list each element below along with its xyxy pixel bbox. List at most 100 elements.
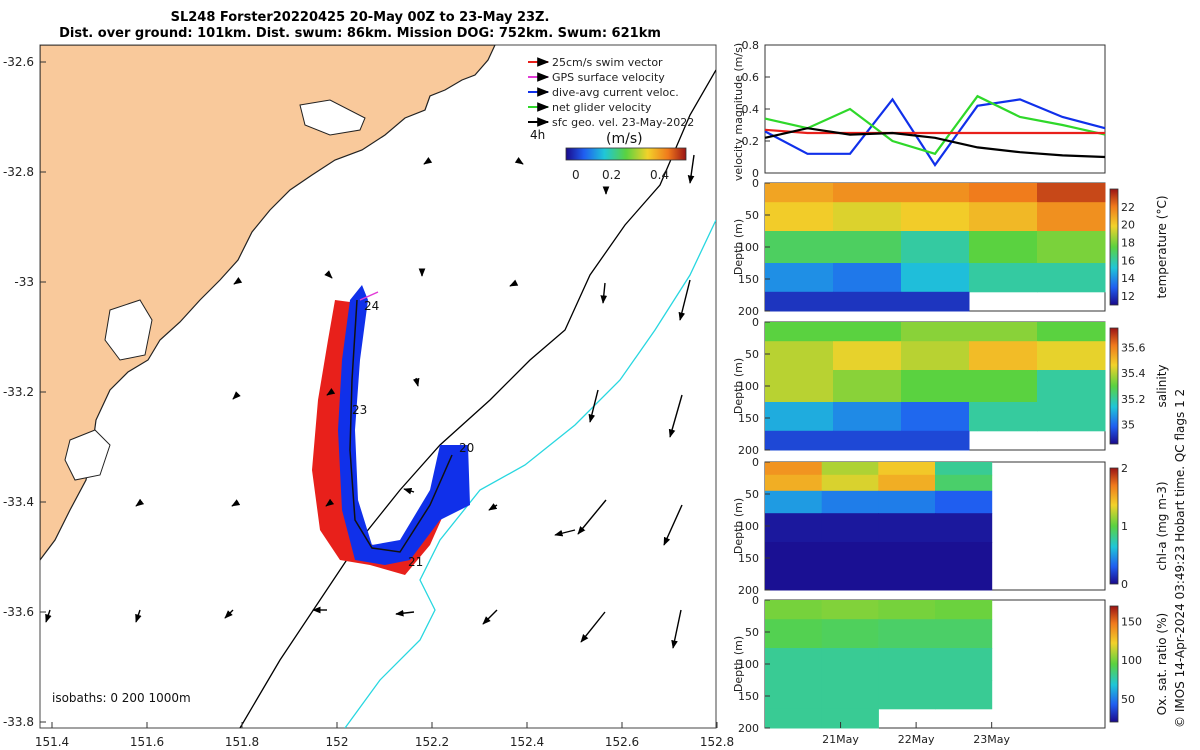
- oxygen-colorbar-tick: 50: [1121, 693, 1135, 706]
- chla-cell: [935, 474, 993, 492]
- salinity-cell: [833, 402, 902, 432]
- speed-colorbar: [565, 147, 687, 161]
- geo-velocity-arrow: [678, 279, 691, 321]
- chla-cell: [878, 462, 936, 476]
- chart-title: SL248 Forster20220425 20-May 00Z to 23-M…: [170, 10, 550, 25]
- temperature-depth-tick: 200: [738, 305, 759, 318]
- salinity-cell: [969, 341, 1038, 371]
- oxygen-cell: [765, 680, 823, 710]
- temperature-colorbar-tick: 18: [1121, 237, 1135, 250]
- geo-velocity-arrow: [509, 279, 519, 287]
- oxygen-ylabel: Depth (m): [732, 636, 745, 692]
- salinity-cell: [833, 341, 902, 371]
- chla-depth-tick: 200: [738, 584, 759, 597]
- temperature-cell: [901, 202, 970, 232]
- geo-velocity-arrow: [135, 609, 142, 623]
- legend-label: sfc geo. vel. 23-May-2022: [552, 116, 694, 129]
- salinity-cell: [833, 322, 902, 342]
- map-lon-tick: 152.2: [415, 735, 449, 749]
- temperature-cell: [833, 263, 902, 293]
- chla-cell: [821, 513, 879, 543]
- salinity-depth-tick: 50: [745, 348, 759, 361]
- chla-cell: [878, 490, 936, 514]
- legend-extra-label: 4h: [530, 128, 545, 142]
- chla-cell: [821, 542, 879, 591]
- geo-velocity-arrow: [600, 282, 608, 304]
- map-lon-tick: 152.8: [700, 735, 734, 749]
- temperature-cell: [901, 183, 970, 203]
- temperature-cell: [833, 183, 902, 203]
- salinity-cell: [765, 430, 834, 451]
- glider-track-current: [338, 285, 470, 565]
- chla-cell: [878, 474, 936, 492]
- geo-velocity-arrow: [577, 499, 607, 535]
- map-axis-ticks: 151.4 151.6 151.8 152 152.2 152.4 152.6 152.8 -3…: [3, 55, 734, 749]
- chla-depth-tick: 150: [738, 552, 759, 565]
- velocity-line-net-glider-velocity: [764, 94, 1106, 156]
- gps-vector: [359, 291, 379, 301]
- chla-cell: [935, 542, 993, 591]
- salinity-cell: [901, 370, 970, 403]
- map-lat-tick: -32.6: [3, 55, 34, 69]
- map-lon-tick: 151.4: [35, 735, 69, 749]
- velocity-line-25cm-s-swim-vector: [764, 128, 1105, 135]
- map-lat-tick: -32.8: [3, 165, 34, 179]
- geo-velocity-arrow: [687, 154, 695, 184]
- chla-cell: [821, 490, 879, 514]
- salinity-colorbar-tick: 35.2: [1121, 393, 1146, 406]
- salinity-cell: [1037, 322, 1106, 342]
- map-lat-tick: -33: [14, 275, 34, 289]
- chla-depth-tick: 50: [745, 488, 759, 501]
- chla-colorbar-tick: 0: [1121, 578, 1128, 591]
- salinity-cell: [901, 322, 970, 342]
- salinity-depth-tick: 100: [738, 380, 759, 393]
- temperature-cell: [1037, 263, 1106, 293]
- chla-cell: [878, 513, 936, 543]
- oxygen-depth-tick: 0: [752, 594, 759, 607]
- geo-velocity-arrow: [554, 529, 576, 537]
- salinity-cell: [969, 370, 1038, 403]
- geo-velocity-arrow: [45, 609, 52, 623]
- map-panel: 24 23 20 21 151.4 151.6 151.8 152 152.2 152.4…: [3, 44, 734, 749]
- geo-velocity-arrow: [324, 270, 333, 279]
- temperature-cell: [969, 231, 1038, 264]
- map-lat-tick: -33.6: [3, 605, 34, 619]
- chla-depth-tick: 0: [752, 456, 759, 469]
- oxygen-cell: [935, 600, 993, 620]
- temperature-depth-tick: 150: [738, 273, 759, 286]
- chla-ylabel: Depth (m): [732, 498, 745, 554]
- geo-velocity-arrow: [663, 504, 683, 546]
- salinity-cell: [901, 341, 970, 371]
- geo-velocity-arrow: [668, 394, 683, 438]
- temperature-depth-tick: 50: [745, 209, 759, 222]
- oxygen-depth-tick: 50: [745, 626, 759, 639]
- temperature-cell: [833, 291, 902, 312]
- chla-cell: [765, 462, 823, 476]
- legend-label: dive-avg current veloc.: [552, 86, 679, 99]
- salinity-cell: [1037, 370, 1106, 403]
- salinity-cell: [765, 370, 834, 403]
- chla-cell: [765, 542, 823, 591]
- isobath-200m: [239, 69, 716, 728]
- geo-velocity-arrow: [580, 611, 606, 643]
- geo-velocity-arrow: [423, 157, 433, 165]
- oxygen-cell: [821, 708, 879, 729]
- track-label-24: 24: [364, 299, 379, 313]
- chla-cell: [765, 474, 823, 492]
- coastal-lake: [104, 299, 153, 361]
- salinity-cell: [833, 370, 902, 403]
- salinity-colorbar-tick: 35: [1121, 419, 1135, 432]
- geo-velocity-arrow: [135, 498, 145, 507]
- temperature-cell: [969, 263, 1038, 293]
- temperature-cell: [765, 202, 834, 232]
- oxygen-colorbar-label: Ox. sat. ratio (%): [1155, 613, 1169, 715]
- velocity-tick-label: 0.4: [742, 103, 760, 116]
- isobaths-note: isobaths: 0 200 1000m: [52, 691, 191, 705]
- velocity-tick-label: 0.2: [742, 135, 760, 148]
- map-lon-tick: 151.8: [225, 735, 259, 749]
- chla-colorbar: [1109, 467, 1119, 585]
- salinity-cell: [901, 430, 970, 451]
- glider-path: [349, 299, 453, 553]
- velocity-axes: [764, 44, 1106, 174]
- geo-velocity-arrow: [326, 388, 336, 396]
